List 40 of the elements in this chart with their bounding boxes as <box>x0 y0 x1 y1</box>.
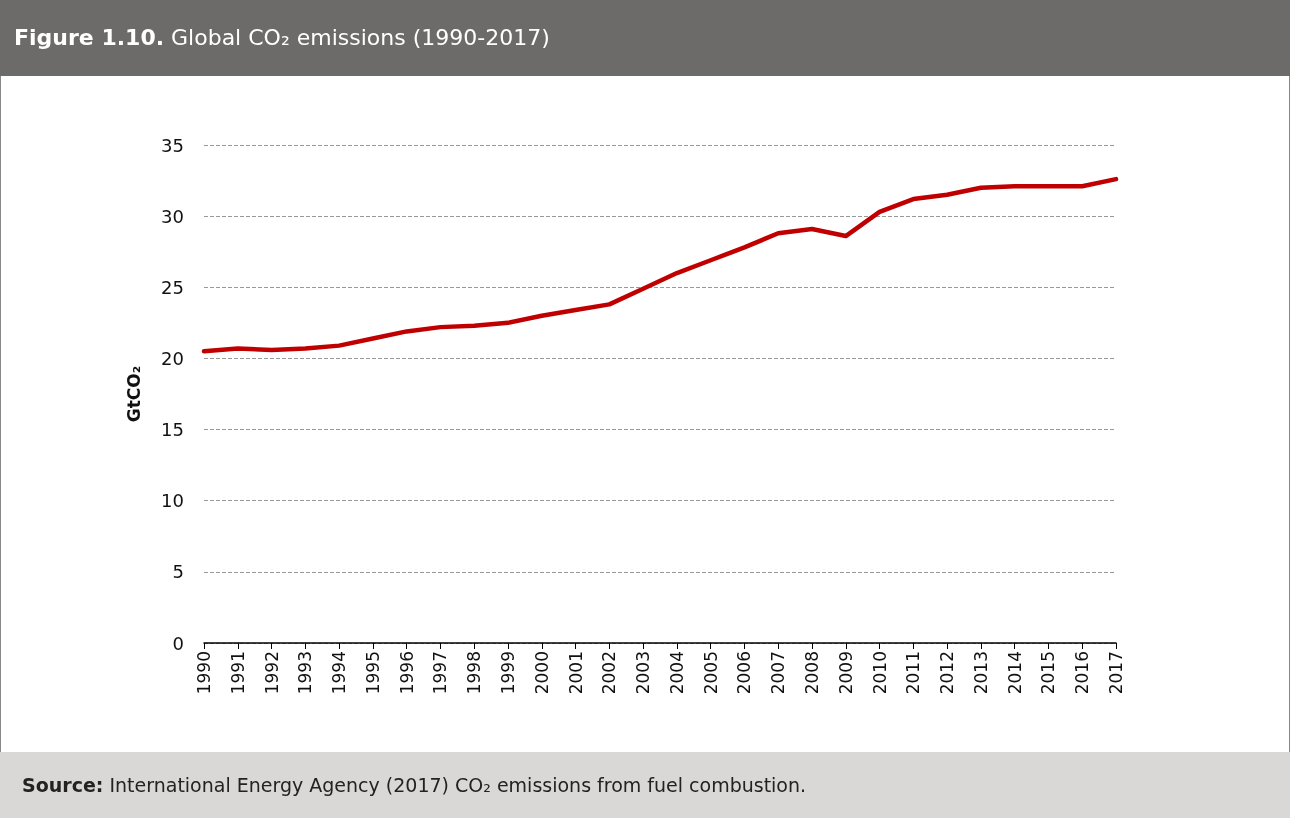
x-tick-label: 2017 <box>1106 651 1126 695</box>
x-tick-label: 2003 <box>633 651 654 695</box>
x-tick-label: 2013 <box>970 651 991 695</box>
x-tick-label: 2002 <box>599 651 620 695</box>
x-tick-label: 1993 <box>295 651 316 695</box>
y-tick-label: 15 <box>161 419 184 441</box>
x-tick-label: 1999 <box>498 651 518 695</box>
y-tick-label: 20 <box>161 347 184 369</box>
x-tick-label: 1992 <box>261 651 282 695</box>
x-tick-label: 2010 <box>869 651 890 695</box>
x-tick-label: 1998 <box>464 651 485 695</box>
x-tick-label: 2004 <box>666 651 687 695</box>
x-tick-label: 1997 <box>430 651 451 695</box>
y-tick-label: 0 <box>172 632 184 654</box>
x-tick-label: 2012 <box>937 651 958 695</box>
y-tick-label: 10 <box>161 490 184 512</box>
chart-title: Figure 1.10. Global CO₂ emissions (1990-2017) <box>14 25 550 50</box>
x-tick-label: 2006 <box>734 651 755 695</box>
x-tick-label: 2015 <box>1038 651 1059 695</box>
line-series <box>201 176 1119 354</box>
x-tick-label: 2000 <box>531 651 552 695</box>
source-note: Source: International Energy Agency (2017) CO₂ emissions from fuel combustion. <box>22 774 807 796</box>
y-tick-label: 5 <box>172 561 184 583</box>
x-tick-label: 2009 <box>835 651 856 695</box>
x-tick-label: 1990 <box>194 651 214 695</box>
y-tick-label: 35 <box>161 134 184 156</box>
x-tick-label: 2014 <box>1004 651 1025 695</box>
x-tick-label: 1996 <box>396 651 417 695</box>
x-tick-label: 2001 <box>565 651 586 695</box>
x-tick-label: 1991 <box>227 651 248 695</box>
x-tick-label: 1995 <box>362 651 383 695</box>
x-tick-label: 2008 <box>802 651 822 695</box>
y-axis-title: GtCO₂ <box>123 365 144 423</box>
x-tick-label: 2011 <box>903 651 924 695</box>
y-tick-label: 25 <box>161 276 184 298</box>
y-tick-label: 30 <box>161 205 184 227</box>
x-tick-label: 1994 <box>329 651 350 695</box>
x-tick-label: 2005 <box>700 651 721 695</box>
x-tick-label: 2016 <box>1072 651 1093 695</box>
x-tick-label: 2007 <box>768 651 789 695</box>
